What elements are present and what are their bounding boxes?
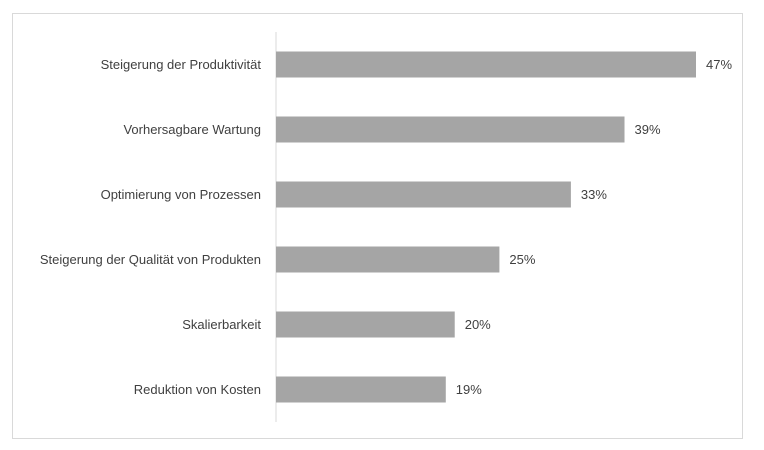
value-label-3: 25% (509, 252, 535, 267)
category-label-1: Vorhersagbare Wartung (123, 122, 261, 137)
value-label-2: 33% (581, 187, 607, 202)
category-labels-group: Steigerung der Produktivität Vorhersagbar… (40, 57, 262, 397)
chart-frame (12, 13, 743, 439)
value-label-0: 47% (706, 57, 732, 72)
category-label-3: Steigerung der Qualität von Produkten (40, 252, 261, 267)
value-label-5: 19% (456, 382, 482, 397)
category-label-5: Reduktion von Kosten (134, 382, 261, 397)
bar-2 (276, 181, 571, 208)
bar-3 (276, 246, 500, 273)
category-label-4: Skalierbarkeit (182, 317, 261, 332)
bar-1 (276, 116, 625, 143)
bar-4 (276, 311, 455, 338)
value-label-4: 20% (465, 317, 491, 332)
bar-0 (276, 51, 696, 78)
value-label-1: 39% (635, 122, 661, 137)
category-label-2: Optimierung von Prozessen (101, 187, 261, 202)
value-labels-group: 47% 39% 33% 25% 20% 19% (456, 57, 733, 397)
bar-5 (276, 376, 446, 403)
category-label-0: Steigerung der Produktivität (101, 57, 262, 72)
bars-group (276, 51, 696, 403)
